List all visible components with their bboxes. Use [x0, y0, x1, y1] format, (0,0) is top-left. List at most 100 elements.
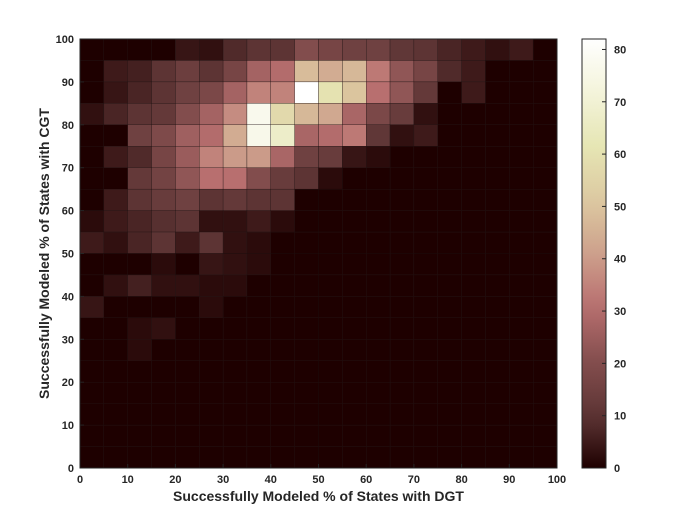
- heatmap-cell: [270, 296, 295, 319]
- heatmap-cell: [222, 188, 248, 211]
- heatmap-cell: [79, 103, 105, 125]
- heatmap-cell: [222, 81, 248, 104]
- heatmap-cell: [270, 360, 295, 383]
- heatmap-cell: [222, 274, 248, 297]
- heatmap-cell: [199, 81, 224, 104]
- y-tick-label: 40: [62, 291, 74, 303]
- heatmap-cell: [222, 296, 248, 319]
- y-tick-label: 20: [62, 377, 74, 389]
- heatmap-cell: [294, 81, 319, 104]
- y-tick-label: 100: [56, 34, 74, 46]
- heatmap-cell: [413, 103, 438, 125]
- heatmap-cell: [437, 317, 462, 340]
- heatmap-cell: [246, 424, 271, 447]
- heatmap-cell: [294, 274, 319, 297]
- heatmap-cell: [532, 339, 558, 361]
- heatmap-cell: [509, 81, 534, 104]
- heatmap-cell: [127, 296, 152, 319]
- heatmap-cell: [103, 339, 128, 361]
- heatmap-cell: [246, 124, 271, 147]
- heatmap-cell: [151, 124, 176, 147]
- heatmap-cell: [413, 210, 438, 233]
- y-tick-label: 90: [62, 77, 74, 89]
- heatmap-cell: [151, 274, 176, 297]
- heatmap-cell: [103, 296, 128, 319]
- heatmap-cell: [532, 424, 558, 447]
- heatmap-cell: [342, 231, 367, 254]
- heatmap-cell: [437, 146, 462, 168]
- heatmap-cell: [294, 60, 319, 83]
- heatmap-cell: [246, 317, 271, 340]
- heatmap-cell: [199, 339, 224, 361]
- heatmap-cell: [437, 274, 462, 297]
- heatmap-cell: [127, 146, 152, 168]
- heatmap-cell: [103, 210, 128, 233]
- heatmap-cell: [485, 382, 510, 404]
- heatmap-cell: [103, 124, 128, 147]
- heatmap-cell: [318, 167, 343, 190]
- heatmap-cell: [413, 424, 438, 447]
- heatmap-cell: [485, 231, 510, 254]
- heatmap-cell: [532, 60, 558, 83]
- heatmap-cell: [413, 317, 438, 340]
- colorbar: [581, 38, 607, 469]
- heatmap-cell: [103, 38, 128, 61]
- heatmap-cell: [175, 210, 200, 233]
- heatmap-cell: [318, 296, 343, 319]
- heatmap-cell: [342, 360, 367, 383]
- heatmap-cell: [127, 81, 152, 104]
- heatmap-cell: [413, 188, 438, 211]
- heatmap-cell: [437, 424, 462, 447]
- heatmap-cell: [79, 210, 105, 233]
- heatmap-cell: [461, 188, 486, 211]
- heatmap-cell: [294, 403, 319, 426]
- heatmap-cell: [270, 81, 295, 104]
- heatmap-cell: [437, 210, 462, 233]
- heatmap-cell: [294, 231, 319, 254]
- heatmap-cell: [151, 146, 176, 168]
- x-tick-label: 60: [360, 474, 372, 486]
- heatmap-cell: [79, 81, 105, 104]
- heatmap-cell: [342, 424, 367, 447]
- x-tick-label: 20: [169, 474, 181, 486]
- heatmap-cell: [222, 124, 248, 147]
- heatmap-cell: [413, 446, 438, 469]
- heatmap-cell: [413, 382, 438, 404]
- heatmap-cell: [103, 188, 128, 211]
- heatmap-cell: [461, 60, 486, 83]
- heatmap-cell: [175, 296, 200, 319]
- heatmap-cell: [366, 103, 391, 125]
- heatmap-cell: [389, 274, 415, 297]
- heatmap-cell: [127, 339, 152, 361]
- heatmap-cell: [389, 188, 415, 211]
- heatmap-cell: [437, 382, 462, 404]
- heatmap-cell: [222, 360, 248, 383]
- heatmap-cell: [199, 424, 224, 447]
- heatmap-cell: [294, 424, 319, 447]
- heatmap-cell: [366, 38, 391, 61]
- heatmap-cell: [294, 317, 319, 340]
- heatmap-cell: [532, 231, 558, 254]
- heatmap-cell: [270, 231, 295, 254]
- heatmap-cell: [509, 38, 534, 61]
- heatmap-cell: [366, 403, 391, 426]
- heatmap-cell: [127, 210, 152, 233]
- heatmap-cell: [366, 231, 391, 254]
- heatmap-cell: [79, 231, 105, 254]
- heatmap-cell: [246, 403, 271, 426]
- y-tick-label: 10: [62, 420, 74, 432]
- heatmap-cell: [532, 296, 558, 319]
- heatmap-cell: [294, 124, 319, 147]
- heatmap-cell: [151, 38, 176, 61]
- heatmap-cell: [103, 360, 128, 383]
- heatmap-cell: [246, 382, 271, 404]
- heatmap-cell: [437, 81, 462, 104]
- heatmap-cell: [294, 360, 319, 383]
- heatmap-cell: [127, 253, 152, 276]
- heatmap-cell: [199, 167, 224, 190]
- heatmap-cell: [175, 360, 200, 383]
- heatmap-cell: [175, 124, 200, 147]
- heatmap-cell: [389, 296, 415, 319]
- heatmap-cell: [509, 446, 534, 469]
- heatmap-cell: [294, 446, 319, 469]
